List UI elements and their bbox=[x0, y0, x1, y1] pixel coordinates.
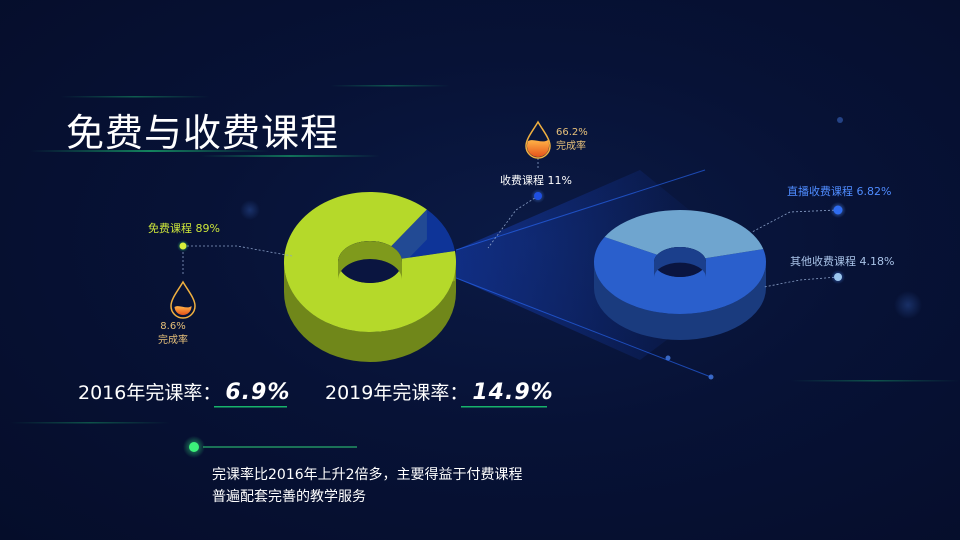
stat-2019-label: 2019年完课率： bbox=[325, 382, 469, 404]
stat-2016-underline bbox=[214, 406, 287, 408]
live-marker bbox=[833, 205, 843, 215]
free-completion-caption: 完成率 bbox=[158, 335, 188, 346]
other-marker bbox=[834, 273, 842, 281]
donut1-wall-0 bbox=[284, 262, 456, 362]
paid-completion-label: 66.2% 完成率 bbox=[556, 126, 588, 154]
free-completion-label: 8.6% 完成率 bbox=[158, 320, 188, 348]
donut1-inner-wall bbox=[338, 241, 402, 280]
drop-icon bbox=[170, 280, 196, 319]
paid-marker bbox=[534, 192, 542, 200]
donut2-inner-wall bbox=[654, 247, 706, 278]
bullet-icon bbox=[183, 436, 357, 458]
live-paid-label: 直播收费课程 6.82% bbox=[787, 185, 892, 198]
summary-note: 完课率比2016年上升2倍多，主要得益于付费课程 普遍配套完善的教学服务 bbox=[212, 464, 592, 508]
free-marker bbox=[179, 242, 187, 250]
stat-2016-label: 2016年完课率： bbox=[78, 382, 222, 404]
stat-2016: 2016年完课率： 6.9% bbox=[78, 378, 290, 405]
summary-line-1: 完课率比2016年上升2倍多，主要得益于付费课程 bbox=[212, 467, 523, 483]
free-completion-value: 8.6% bbox=[160, 321, 186, 332]
donut2-wall-0 bbox=[594, 262, 766, 340]
stat-2019-value: 14.9% bbox=[472, 380, 554, 405]
donut1-slice-免费课程 bbox=[283, 191, 456, 332]
background-streaks bbox=[10, 85, 960, 424]
leader-lines bbox=[177, 158, 846, 288]
donut2-slice-直播收费课程 bbox=[594, 236, 766, 315]
stat-2019-underline bbox=[461, 406, 547, 408]
page-title: 免费与收费课程 bbox=[66, 111, 340, 155]
free-vs-paid-donut bbox=[283, 191, 456, 362]
paid-completion-caption: 完成率 bbox=[556, 141, 586, 152]
paid-completion-value: 66.2% bbox=[556, 127, 588, 138]
stat-2016-value: 6.9% bbox=[225, 380, 291, 405]
paid-breakdown-donut bbox=[594, 210, 766, 340]
paid-course-label: 收费课程 11% bbox=[500, 174, 572, 187]
summary-line-2: 普遍配套完善的教学服务 bbox=[212, 489, 366, 505]
donut1-slice-收费课程 bbox=[391, 209, 455, 259]
drop-icon bbox=[525, 120, 551, 159]
donut2-slice-其他收费课程 bbox=[604, 210, 764, 259]
stat-2019: 2019年完课率： 14.9% bbox=[325, 378, 554, 405]
free-course-label: 免费课程 89% bbox=[148, 222, 220, 235]
other-paid-label: 其他收费课程 4.18% bbox=[790, 255, 895, 268]
